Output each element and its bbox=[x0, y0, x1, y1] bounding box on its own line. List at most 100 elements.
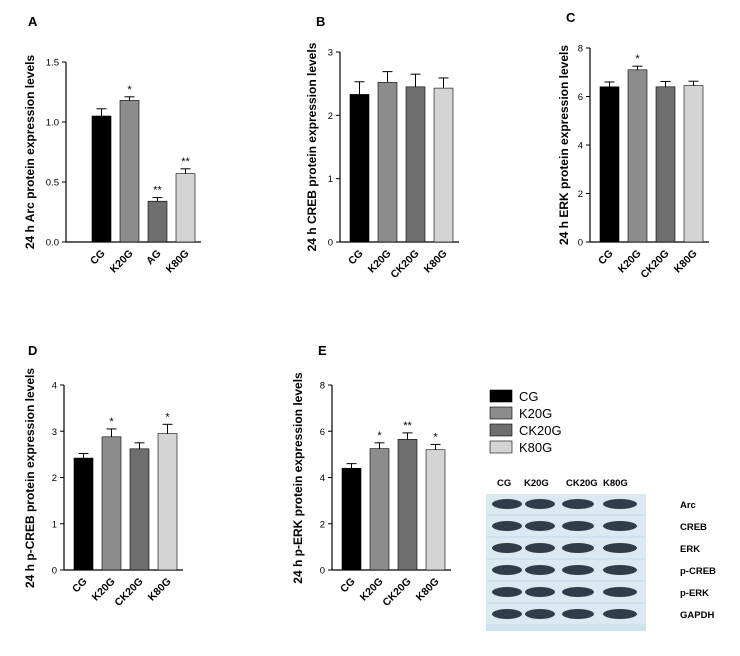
y-tick-label: 2 bbox=[320, 519, 325, 530]
y-tick-label: 1 bbox=[328, 174, 333, 185]
x-tick-label: K20G bbox=[108, 248, 136, 276]
y-tick-label: 0 bbox=[320, 566, 325, 577]
bar-cg bbox=[341, 467, 362, 571]
chart-panel-b: B 24 h CREB protein expression levels 0 1 2 3… bbox=[305, 14, 459, 281]
blot-band bbox=[492, 587, 522, 597]
x-tick-label: CK20G bbox=[638, 248, 671, 281]
x-tick-label: K80G bbox=[414, 576, 442, 604]
blot-band bbox=[525, 609, 555, 619]
x-tick-label: CG bbox=[596, 248, 616, 268]
bar-k20g bbox=[119, 100, 140, 243]
blot-row-label: GAPDH bbox=[680, 610, 714, 621]
y-tick-label: 4 bbox=[578, 141, 583, 152]
x-tick-label: K80G bbox=[164, 248, 192, 276]
blot-band bbox=[603, 587, 637, 597]
bar-cg bbox=[349, 94, 370, 243]
panel-letter: B bbox=[316, 14, 325, 29]
blot-band bbox=[603, 499, 637, 509]
blot-column-label: CK20G bbox=[566, 478, 598, 489]
significance-marker: ** bbox=[403, 420, 412, 432]
blot-band bbox=[525, 499, 555, 509]
y-axis-title: 24 h p-ERK protein expression levels bbox=[291, 372, 305, 584]
blot-row-label: p-ERK bbox=[680, 588, 709, 599]
y-tick-label: 0 bbox=[578, 238, 583, 249]
western-blot: CG K20G CK20G K80G Arc CREB ERK p-CREB p-ERK GAPD… bbox=[486, 478, 716, 631]
y-tick-label: 8 bbox=[578, 44, 583, 55]
blot-band bbox=[562, 499, 594, 509]
y-tick-label: 0 bbox=[52, 566, 57, 577]
bar-k20g bbox=[627, 69, 648, 243]
blot-row-label: CREB bbox=[680, 522, 707, 533]
significance-marker: * bbox=[165, 411, 170, 423]
bar-cg bbox=[599, 86, 620, 243]
x-tick-label: CK20G bbox=[380, 576, 413, 609]
blot-row-label: Arc bbox=[680, 500, 696, 511]
blot-band bbox=[562, 609, 594, 619]
blot-band bbox=[562, 543, 594, 553]
x-tick-label: CG bbox=[346, 248, 366, 268]
chart-panel-c: C 24 h ERK protein expression levels 0 2 4 6 8… bbox=[557, 10, 709, 281]
bar-cg bbox=[91, 115, 112, 243]
bar-ck20g bbox=[655, 86, 676, 243]
blot-band bbox=[603, 565, 637, 575]
charts-layer: A 24 h Arc protein expression levels 0.0 0.… bbox=[23, 10, 709, 609]
y-axis-title: 24 h p-CREB protein expression levels bbox=[23, 368, 37, 588]
blot-band bbox=[525, 587, 555, 597]
significance-marker: * bbox=[127, 84, 132, 96]
y-tick-label: 1 bbox=[52, 519, 57, 530]
bar-k80g bbox=[683, 85, 704, 243]
bar-k80g bbox=[175, 173, 196, 243]
legend-label: K80G bbox=[519, 440, 552, 455]
blot-band bbox=[492, 499, 522, 509]
significance-marker: * bbox=[377, 430, 382, 442]
y-tick-label: 8 bbox=[320, 381, 325, 392]
bar-k80g bbox=[157, 433, 178, 571]
bar-ag bbox=[147, 200, 168, 243]
y-tick-label: 2 bbox=[52, 473, 57, 484]
x-tick-label: CG bbox=[88, 248, 108, 268]
legend-swatch bbox=[489, 423, 513, 437]
bar-k20g bbox=[377, 82, 398, 243]
blot-band bbox=[492, 565, 522, 575]
significance-marker: ** bbox=[181, 156, 190, 168]
y-tick-label: 4 bbox=[52, 381, 57, 392]
blot-band bbox=[525, 521, 555, 531]
bar-ck20g bbox=[129, 448, 150, 571]
x-tick-label: CK20G bbox=[112, 576, 145, 609]
x-tick-label: AG bbox=[144, 248, 164, 268]
legend: CG K20G CK20G K80G bbox=[489, 389, 562, 455]
y-tick-label: 2 bbox=[578, 189, 583, 200]
significance-marker: * bbox=[433, 431, 438, 443]
bar-k20g bbox=[101, 436, 122, 571]
bar-ck20g bbox=[405, 86, 426, 243]
chart-panel-e: E 24 h p-ERK protein expression levels 0 2 4… bbox=[291, 343, 451, 609]
blot-band bbox=[603, 609, 637, 619]
panel-letter: C bbox=[566, 10, 576, 25]
blot-row-label: p-CREB bbox=[680, 566, 716, 577]
legend-swatch bbox=[489, 440, 513, 454]
panel-letter: E bbox=[318, 343, 327, 358]
bar-k80g bbox=[425, 449, 446, 571]
x-tick-label: K80G bbox=[146, 576, 174, 604]
y-tick-label: 3 bbox=[328, 48, 333, 59]
blot-band bbox=[603, 521, 637, 531]
x-tick-label: K80G bbox=[672, 248, 700, 276]
x-tick-label: K80G bbox=[422, 248, 450, 276]
blot-band bbox=[492, 609, 522, 619]
blot-band bbox=[562, 521, 594, 531]
bar-ck20g bbox=[397, 439, 418, 571]
bar-cg bbox=[73, 457, 94, 571]
blot-column-label: CG bbox=[497, 478, 511, 489]
y-tick-label: 2 bbox=[328, 111, 333, 122]
y-axis-title: 24 h Arc protein expression levels bbox=[23, 55, 37, 250]
significance-marker: * bbox=[635, 53, 640, 65]
blot-band bbox=[562, 587, 594, 597]
y-axis-title: 24 h CREB protein expression levels bbox=[305, 42, 319, 251]
legend-swatch bbox=[489, 389, 513, 403]
blot-column-label: K80G bbox=[603, 478, 628, 489]
legend-swatch bbox=[489, 406, 513, 420]
significance-marker: * bbox=[109, 416, 114, 428]
blot-band bbox=[492, 543, 522, 553]
y-tick-label: 6 bbox=[320, 427, 325, 438]
